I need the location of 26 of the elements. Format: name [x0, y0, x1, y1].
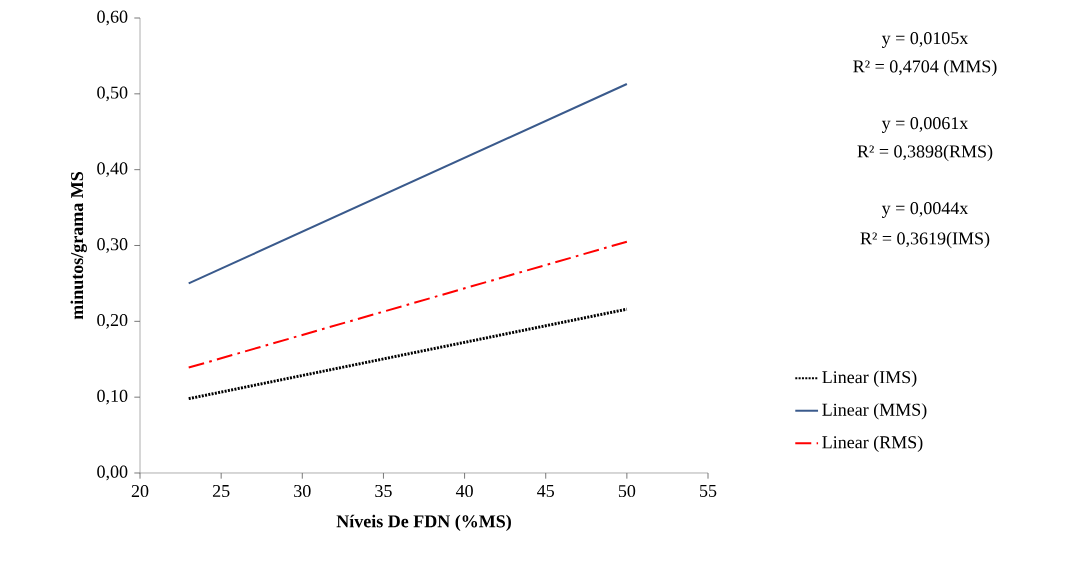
x-tick-label: 35 [375, 484, 392, 498]
y-tick-label: 0,20 [97, 313, 128, 329]
x-tick-label: 20 [131, 484, 149, 498]
y-axis-title: minutos/grama MS [70, 172, 87, 320]
text: R² = 0,3619(IMS) [860, 231, 990, 249]
text: y = 0,0061x [881, 117, 969, 133]
x-tick-label: 25 [212, 484, 230, 498]
text: R² = 0,3898(RMS) [857, 144, 993, 162]
y-tick-label: 0,10 [97, 389, 128, 405]
legend-label: Linear (MMS) [822, 403, 927, 420]
y-tick-label: 0,50 [97, 86, 128, 102]
text: y = 0,0105x [881, 32, 969, 48]
y-tick-label: 0,00 [97, 465, 128, 481]
x-tick-label: 40 [455, 484, 473, 498]
y-tick-label: 0,30 [97, 238, 128, 253]
text: R² = 0,4704 (MMS) [853, 59, 997, 77]
x-tick-label: 50 [618, 484, 636, 498]
y-tick-label: 0,60 [97, 10, 128, 26]
x-tick-label: 45 [537, 484, 555, 497]
text: y = 0,0044x [881, 202, 969, 218]
x-axis-title: Níveis De FDN (%MS) [336, 514, 511, 532]
legend-label: Linear (IMS) [822, 370, 917, 387]
legend-label: Linear (RMS) [822, 435, 923, 452]
x-tick-label: 55 [700, 484, 717, 497]
x-tick-label: 30 [294, 484, 311, 498]
y-tick-label: 0,40 [97, 162, 128, 178]
